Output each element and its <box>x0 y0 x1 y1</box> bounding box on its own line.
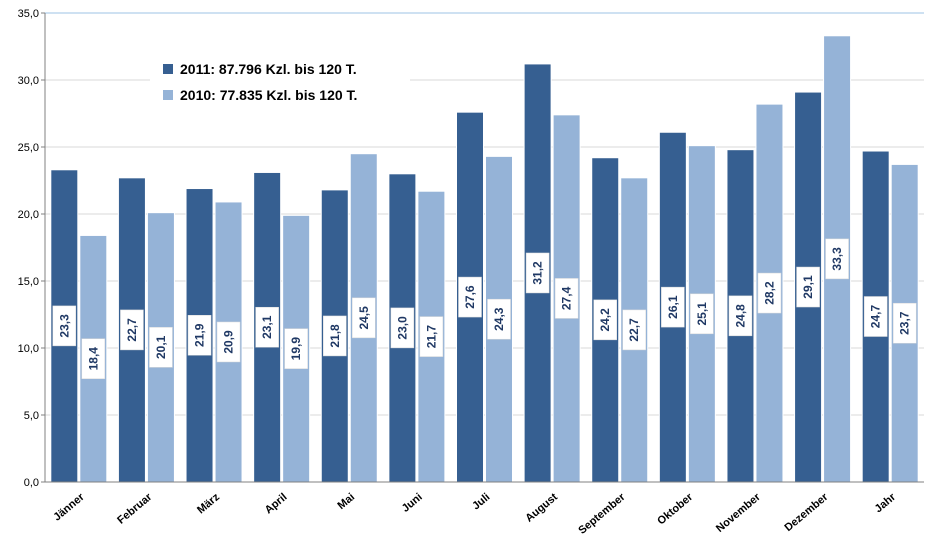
data-label: 24,7 <box>869 305 883 329</box>
data-label: 23,3 <box>57 314 71 338</box>
data-label-box <box>352 297 376 339</box>
data-label: 21,8 <box>328 324 342 348</box>
x-tick-label: Juni <box>400 491 425 515</box>
data-label: 28,2 <box>762 281 776 305</box>
y-tick-label: 20,0 <box>18 209 39 221</box>
y-tick-label: 35,0 <box>18 8 39 20</box>
data-label: 25,1 <box>695 302 709 326</box>
data-label: 22,7 <box>125 318 139 342</box>
legend-label-2010: 2010: 77.835 Kzl. bis 120 T. <box>180 87 357 103</box>
data-label: 20,9 <box>222 330 236 354</box>
data-label: 26,1 <box>666 295 680 319</box>
x-tick-label: Mai <box>335 491 357 512</box>
data-label-box <box>216 321 241 363</box>
data-label-box <box>525 252 550 294</box>
x-tick-label: Jahr <box>873 491 899 516</box>
y-tick-label: 0,0 <box>24 477 39 489</box>
data-label: 23,1 <box>260 315 274 339</box>
data-label-box <box>661 286 685 328</box>
data-label: 24,2 <box>598 308 612 332</box>
data-label: 31,2 <box>531 261 545 285</box>
y-tick-label: 10,0 <box>18 343 39 355</box>
data-label-box <box>52 305 77 347</box>
data-label: 23,0 <box>395 316 409 340</box>
data-label: 21,9 <box>193 323 207 347</box>
data-label: 24,5 <box>357 306 371 330</box>
y-tick-label: 25,0 <box>18 142 39 154</box>
data-label: 21,7 <box>424 325 438 349</box>
x-tick-label: November <box>714 491 763 535</box>
data-label-box <box>892 302 917 344</box>
x-tick-label: Juli <box>470 491 492 512</box>
legend-box <box>150 46 410 114</box>
y-tick-label: 15,0 <box>18 276 39 288</box>
y-tick-label: 5,0 <box>24 410 39 422</box>
data-label-box <box>149 327 173 368</box>
x-tick-label: Oktober <box>655 491 696 528</box>
legend: 2011: 87.796 Kzl. bis 120 T. 2010: 77.83… <box>150 46 410 114</box>
data-label-box <box>796 266 820 308</box>
data-label: 23,7 <box>898 311 912 335</box>
data-label-box <box>419 316 444 357</box>
y-tick-label: 30,0 <box>18 75 39 87</box>
data-label-box <box>863 296 888 337</box>
x-tick-label: Februar <box>115 491 155 527</box>
legend-swatch-2010 <box>163 90 173 100</box>
data-label: 24,3 <box>492 307 506 331</box>
data-label-box <box>728 295 753 337</box>
data-label: 27,6 <box>463 285 477 309</box>
data-label-box <box>554 278 579 319</box>
legend-label-2011: 2011: 87.796 Kzl. bis 120 T. <box>180 61 357 77</box>
data-label-box <box>255 306 279 348</box>
data-label: 19,9 <box>289 337 303 361</box>
data-label-box <box>458 276 482 318</box>
data-label-box <box>487 298 511 340</box>
data-label-box <box>757 272 782 314</box>
data-label-box <box>593 299 617 341</box>
x-tick-label: April <box>263 491 290 516</box>
x-tick-label: März <box>195 491 222 517</box>
data-label-box <box>825 238 849 280</box>
x-tick-label: September <box>576 491 628 537</box>
legend-swatch-2011 <box>163 64 173 74</box>
data-label: 33,3 <box>830 247 844 271</box>
data-label: 27,4 <box>560 286 574 310</box>
data-label-box <box>622 309 646 351</box>
x-tick-label: Dezember <box>783 491 832 534</box>
data-label: 20,1 <box>154 335 168 359</box>
data-label: 18,4 <box>86 347 100 371</box>
data-label-box <box>323 315 347 357</box>
data-label-box <box>187 315 212 356</box>
data-labels: 23,3 18,4 22,7 20,1 21,9 20,9 23,1 19,9 21,8 24,5… <box>52 238 917 379</box>
data-label: 29,1 <box>801 275 815 299</box>
data-label-box <box>284 328 308 369</box>
data-label-box <box>690 293 714 335</box>
x-tick-label: Jänner <box>51 491 87 524</box>
data-label-box <box>390 307 415 349</box>
data-label-box <box>120 309 144 351</box>
data-label-box <box>81 338 106 379</box>
x-tick-label: August <box>523 491 560 525</box>
data-label: 22,7 <box>627 318 641 342</box>
data-label: 24,8 <box>733 304 747 328</box>
